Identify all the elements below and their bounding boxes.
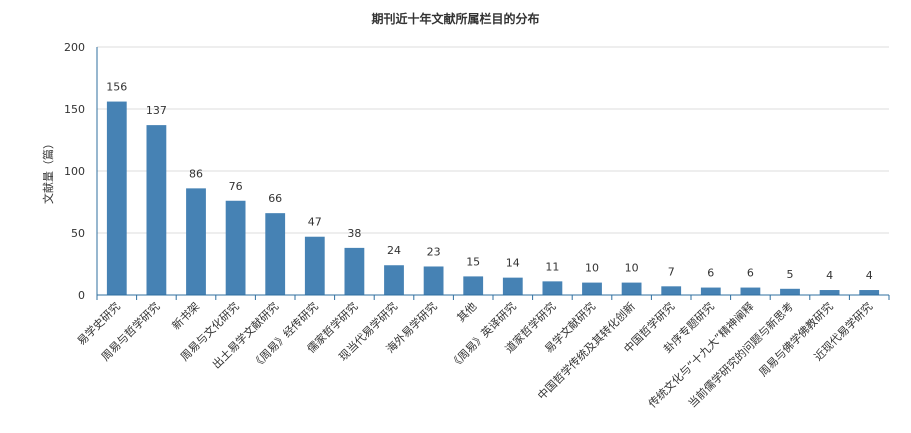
bar [700, 287, 721, 295]
data-label: 6 [747, 267, 754, 280]
data-label: 86 [189, 167, 203, 180]
data-label: 11 [545, 260, 559, 273]
bar [344, 247, 365, 295]
bar [740, 287, 761, 295]
data-label: 7 [668, 265, 675, 278]
data-label: 137 [146, 104, 167, 117]
bar [463, 276, 484, 295]
data-label: 47 [308, 216, 322, 229]
bar [621, 282, 642, 295]
data-label: 38 [347, 227, 361, 240]
x-tick-label: 周易与佛学佛教研究 [756, 299, 836, 379]
bar [304, 236, 325, 295]
x-tick-label: 新书架 [169, 299, 202, 332]
y-tick-label: 50 [71, 227, 85, 240]
chart-title: 期刊近十年文献所属栏目的分布 [371, 12, 540, 26]
y-tick-label: 200 [64, 41, 85, 54]
bar [542, 281, 563, 295]
bar [423, 266, 444, 295]
data-label: 66 [268, 192, 282, 205]
bar [502, 277, 523, 295]
bars-layer [106, 101, 880, 296]
bar [661, 286, 682, 295]
x-tick-label: 《周易》英译研究 [447, 299, 519, 371]
data-label: 10 [625, 262, 639, 275]
bar [780, 288, 800, 295]
bar [859, 290, 880, 295]
grid-layer [97, 46, 889, 234]
data-label: 23 [427, 245, 441, 258]
data-label: 14 [506, 257, 520, 270]
axes-layer [96, 47, 890, 300]
x-tick-label: 出土易学文献研究 [209, 299, 281, 371]
y-tick-label: 150 [64, 103, 85, 116]
data-label: 10 [585, 262, 599, 275]
bar [186, 188, 206, 295]
bar [106, 101, 127, 295]
bar [265, 213, 286, 295]
data-label: 4 [866, 269, 873, 282]
x-tick-label: 《周易》经传研究 [249, 299, 321, 371]
data-label: 4 [826, 269, 833, 282]
y-axis-title: 文献量（篇） [41, 138, 55, 204]
bar [582, 282, 602, 295]
data-label: 156 [106, 81, 127, 94]
bar [146, 125, 167, 296]
y-tick-label: 0 [78, 289, 85, 302]
bar [819, 290, 840, 295]
bar [225, 200, 246, 295]
data-label: 24 [387, 244, 401, 257]
data-label: 15 [466, 255, 480, 268]
x-tick-label: 其他 [455, 300, 480, 325]
bar [384, 265, 404, 295]
y-tick-label: 100 [64, 165, 85, 178]
data-label: 5 [787, 268, 794, 281]
data-label: 76 [229, 180, 243, 193]
data-label: 6 [707, 267, 714, 280]
